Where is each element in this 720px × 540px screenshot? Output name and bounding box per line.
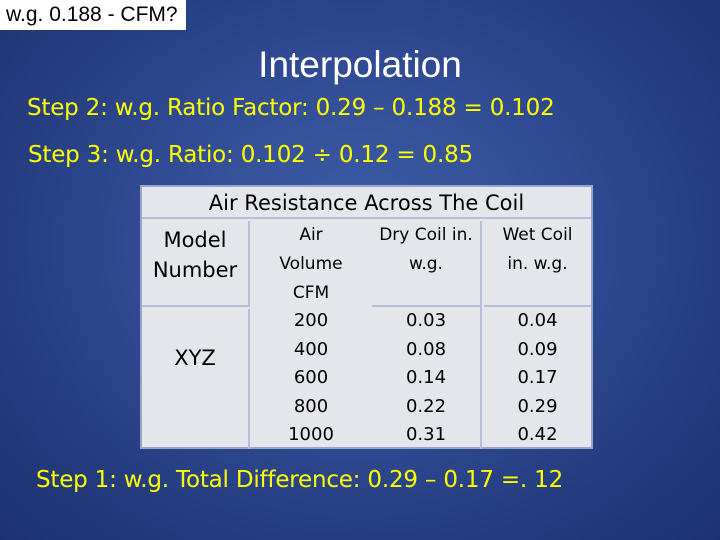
air-volume-cell: 400 (293, 338, 329, 360)
table-caption: Air Resistance Across The Coil (142, 187, 591, 219)
page-title-text: Interpolation (258, 44, 462, 85)
air-volume-header: Air Volume CFM (252, 221, 370, 309)
dry-header-line-2: w.g. (409, 254, 443, 274)
model-number-header: Model Number (142, 221, 250, 307)
air-resistance-table: Air Resistance Across The Coil Model Num… (140, 185, 593, 449)
air-header-line-3: CFM (292, 283, 330, 303)
air-volume-cell: 800 (293, 395, 329, 417)
dry-coil-cell: 0.31 (405, 424, 447, 446)
dry-coil-column: 0.03 0.08 0.14 0.22 0.31 (372, 307, 482, 449)
step-2-text: Step 2: w.g. Ratio Factor: 0.29 – 0.188 … (27, 95, 555, 121)
wet-coil-cell: 0.29 (517, 395, 558, 417)
model-header-line-1: Model (163, 228, 227, 252)
wet-coil-cell: 0.09 (517, 338, 558, 360)
dry-coil-cell: 0.08 (405, 338, 447, 360)
model-value: XYZ (174, 346, 216, 370)
wet-header-line-2: in. w.g. (507, 254, 568, 274)
air-volume-column: 200 400 600 800 1000 (252, 307, 370, 450)
model-cell: XYZ (142, 309, 250, 449)
wet-coil-cell: 0.17 (517, 367, 558, 389)
dry-coil-cell: 0.22 (405, 395, 447, 417)
air-header-line-2: Volume (279, 254, 343, 274)
air-volume-cell: 1000 (288, 424, 334, 446)
wet-coil-header: Wet Coil in. w.g. (484, 221, 591, 307)
dry-coil-cell: 0.03 (405, 310, 447, 331)
air-volume-cell: 200 (293, 310, 329, 331)
page-title: Interpolation (0, 44, 720, 86)
wet-coil-cell: 0.42 (517, 424, 558, 446)
dry-coil-cell: 0.14 (405, 367, 447, 389)
model-header-line-2: Number (152, 258, 238, 282)
wet-coil-column: 0.04 0.09 0.17 0.29 0.42 (484, 307, 591, 450)
step-3-text: Step 3: w.g. Ratio: 0.102 ÷ 0.12 = 0.85 (28, 142, 473, 168)
dry-header-line-1: Dry Coil in. (379, 225, 473, 245)
air-volume-cell: 600 (293, 367, 329, 389)
air-header-line-1: Air (299, 225, 323, 245)
dry-coil-header: Dry Coil in. w.g. (372, 221, 482, 307)
wet-coil-cell: 0.04 (517, 310, 558, 331)
step-1-text: Step 1: w.g. Total Difference: 0.29 – 0.… (36, 467, 564, 493)
wet-header-line-1: Wet Coil (502, 225, 573, 245)
corner-title: w.g. 0.188 - CFM? (0, 0, 186, 30)
